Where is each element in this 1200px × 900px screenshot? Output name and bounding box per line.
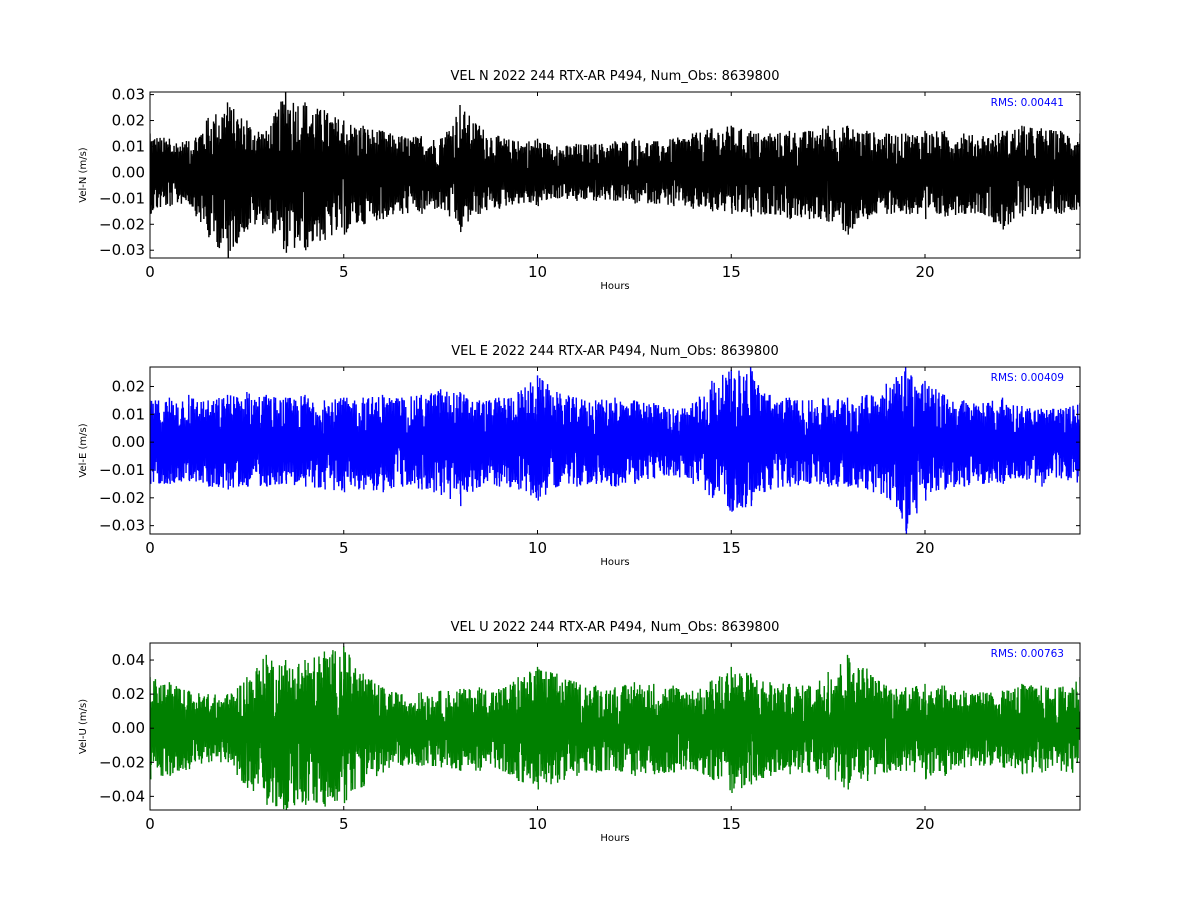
y-axis-label: Vel-E (m/s) xyxy=(78,423,89,477)
y-tick-label: −0.03 xyxy=(99,517,145,535)
y-tick-label: −0.01 xyxy=(99,189,145,207)
axes-frame xyxy=(149,642,1081,811)
series-trace xyxy=(150,646,1080,810)
y-tick-label: −0.02 xyxy=(99,753,145,771)
x-tick-label: 10 xyxy=(528,263,547,281)
chart-title: VEL U 2022 244 RTX-AR P494, Num_Obs: 863… xyxy=(451,620,780,635)
x-tick-label: 0 xyxy=(145,539,155,557)
rms-annotation: RMS: 0.00441 xyxy=(991,97,1064,109)
x-tick-label: 5 xyxy=(339,263,349,281)
y-tick-label: 0.04 xyxy=(112,651,145,669)
y-tick-label: 0.00 xyxy=(112,163,145,181)
y-tick-label: 0.02 xyxy=(112,112,145,130)
x-axis-label: Hours xyxy=(600,557,629,568)
x-tick-label: 15 xyxy=(722,539,741,557)
y-tick-label: 0.00 xyxy=(112,433,145,451)
series-trace xyxy=(150,92,1080,258)
x-tick-label: 5 xyxy=(339,815,349,833)
x-tick-label: 10 xyxy=(528,815,547,833)
x-tick-label: 20 xyxy=(915,263,934,281)
y-tick-label: −0.02 xyxy=(99,215,145,233)
rms-annotation: RMS: 0.00763 xyxy=(991,648,1064,660)
y-tick-label: −0.02 xyxy=(99,489,145,507)
y-axis-label: Vel-N (m/s) xyxy=(78,147,89,202)
subplot-3: 0 5 10 15 20 −0.04 −0.02 0.00 0.02 0.04 VEL U 2022… xyxy=(78,620,1081,844)
y-tick-label: 0.02 xyxy=(112,377,145,395)
x-tick-label: 15 xyxy=(722,815,741,833)
y-tick-label: 0.01 xyxy=(112,137,145,155)
x-axis-label: Hours xyxy=(600,281,629,292)
y-axis-label: Vel-U (m/s) xyxy=(78,699,89,754)
subplot-1: 0 5 10 15 20 −0.03 −0.02 −0.01 0.00 0.01 0.02 0.03 V… xyxy=(78,69,1081,292)
x-tick-label: 0 xyxy=(145,263,155,281)
y-tick-label: 0.02 xyxy=(112,685,145,703)
subplots: 0 5 10 15 20 −0.03 −0.02 −0.01 0.00 0.01 0.02 0.03 V… xyxy=(78,69,1081,844)
x-axis-label: Hours xyxy=(600,833,629,844)
y-tick-label: −0.01 xyxy=(99,461,145,479)
y-tick-label: −0.04 xyxy=(99,787,145,805)
rms-annotation: RMS: 0.00409 xyxy=(991,372,1064,384)
y-tick-label: 0.00 xyxy=(112,719,145,737)
y-tick-label: −0.03 xyxy=(99,241,145,259)
y-tick-label: 0.03 xyxy=(112,86,145,104)
y-tick-label: 0.01 xyxy=(112,405,145,423)
x-tick-label: 20 xyxy=(915,815,934,833)
axes-frame xyxy=(149,91,1081,259)
chart-title: VEL E 2022 244 RTX-AR P494, Num_Obs: 863… xyxy=(451,344,778,359)
x-tick-label: 5 xyxy=(339,539,349,557)
chart-title: VEL N 2022 244 RTX-AR P494, Num_Obs: 863… xyxy=(451,69,780,84)
x-tick-label: 0 xyxy=(145,815,155,833)
x-tick-label: 10 xyxy=(528,539,547,557)
subplot-2: 0 5 10 15 20 −0.03 −0.02 −0.01 0.00 0.01 0.02 VEL E… xyxy=(78,344,1081,568)
series-trace xyxy=(150,367,1080,534)
x-tick-label: 15 xyxy=(722,263,741,281)
x-tick-label: 20 xyxy=(915,539,934,557)
axes-frame xyxy=(149,366,1081,535)
